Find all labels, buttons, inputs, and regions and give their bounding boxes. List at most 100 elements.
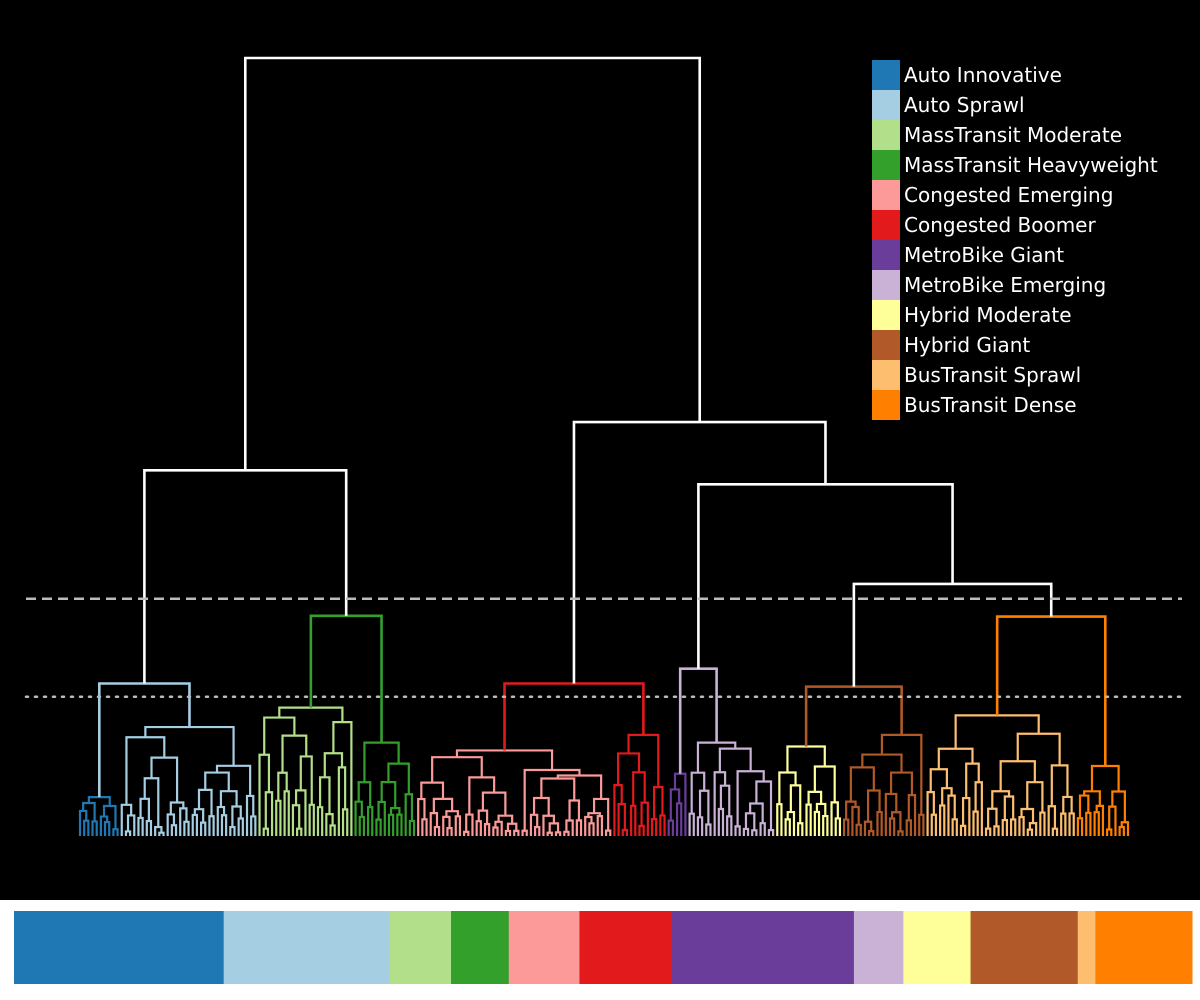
cluster-congested-emerging-link	[429, 811, 439, 836]
color-bar-segment-auto-sprawl	[223, 911, 391, 984]
cluster-congested-emerging-link	[431, 756, 483, 783]
cluster-auto-sprawl-link	[215, 764, 252, 796]
cluster-congested-emerging-link	[442, 815, 451, 836]
cluster-hybrid-giant-link	[918, 813, 925, 836]
color-bar-segment-masstransit-heavyweight	[451, 911, 510, 984]
cluster-congested-emerging-link	[475, 820, 482, 836]
cluster-masstransit-moderate-link	[329, 824, 336, 836]
legend-swatch-auto-sprawl	[872, 90, 900, 120]
cluster-bustransit-sprawl-link	[1051, 827, 1059, 836]
cluster-masstransit-moderate-link	[318, 776, 331, 815]
cluster-bustransit-sprawl-link	[959, 824, 967, 836]
cluster-auto-sprawl-link	[126, 814, 136, 836]
cluster-congested-boomer-link	[630, 804, 637, 836]
cluster-masstransit-heavyweight-link	[408, 819, 416, 836]
cluster-congested-emerging-link	[587, 812, 601, 818]
cluster-masstransit-moderate-link	[262, 827, 269, 836]
cluster-congested-emerging-link	[513, 829, 520, 836]
cluster-congested-boomer-link	[617, 803, 626, 836]
legend-swatch-congested-emerging	[872, 180, 900, 210]
legend-label-bustransit-sprawl: BusTransit Sprawl	[904, 363, 1081, 387]
cluster-bustransit-sprawl-link	[941, 787, 953, 806]
cut-lines	[24, 597, 1184, 698]
legend-label-auto-sprawl: Auto Sprawl	[904, 93, 1025, 117]
cluster-auto-sprawl-link	[191, 813, 199, 836]
cluster-metrobike-emerging-link	[734, 825, 741, 836]
cluster-auto-sprawl-link	[231, 805, 242, 828]
cluster-auto-innovative-link	[78, 809, 88, 836]
cluster-masstransit-moderate-link	[263, 716, 296, 755]
cluster-bustransit-sprawl-link	[965, 762, 980, 799]
cluster-bustransit-sprawl-link	[1003, 795, 1015, 821]
cluster-hybrid-moderate-link	[778, 771, 797, 805]
cluster-masstransit-moderate-link	[323, 752, 344, 778]
legend-swatch-congested-boomer	[872, 210, 900, 240]
cluster-auto-sprawl-link	[169, 801, 185, 815]
cluster-congested-boomer-link	[616, 752, 641, 786]
cluster-auto-sprawl-link	[193, 808, 205, 823]
cluster-congested-boomer-link	[653, 786, 664, 820]
cluster-hybrid-giant-link	[845, 800, 857, 820]
cluster-congested-emerging-link	[529, 813, 539, 836]
legend-swatch-metrobike-emerging	[872, 270, 900, 300]
cluster-auto-innovative-link	[99, 815, 109, 836]
legend-label-masstransit-moderate: MassTransit Moderate	[904, 123, 1122, 147]
cluster-auto-sprawl-link	[179, 807, 188, 836]
cluster-hybrid-giant-link	[897, 830, 904, 836]
cluster-metrobike-emerging-link	[718, 747, 752, 773]
cluster-congested-emerging-link	[483, 823, 491, 836]
cluster-bustransit-sprawl-link	[1068, 812, 1075, 836]
cluster-congested-emerging-link	[575, 819, 583, 836]
cluster-auto-sprawl-link	[150, 756, 179, 803]
cluster-metrobike-emerging-link	[726, 815, 733, 836]
cluster-congested-emerging-link	[432, 797, 454, 814]
color-bar-segment-metrobike-giant	[671, 911, 855, 984]
cluster-bustransit-sprawl-link	[1050, 764, 1069, 807]
cluster-metrobike-emerging-link	[719, 784, 731, 817]
cluster-hybrid-giant-link	[889, 771, 914, 796]
legend-label-metrobike-giant: MetroBike Giant	[904, 243, 1064, 267]
cluster-congested-emerging-link	[523, 768, 581, 831]
cluster-masstransit-heavyweight-link	[375, 818, 382, 836]
cluster-congested-emerging-link	[494, 820, 503, 836]
cluster-metrobike-emerging-link	[698, 789, 710, 825]
legend-swatch-hybrid-moderate	[872, 300, 900, 330]
cluster-metrobike-emerging-link	[749, 802, 764, 824]
legend-label-masstransit-heavyweight: MassTransit Heavyweight	[904, 153, 1158, 177]
cluster-metrobike-emerging-link	[690, 771, 706, 814]
cluster-metrobike-giant-link	[667, 819, 674, 836]
dendrogram-links	[78, 56, 1130, 836]
cluster-metrobike-emerging-link	[751, 829, 758, 836]
cluster-congested-boomer-link	[640, 801, 649, 836]
cluster-auto-sprawl-link	[139, 797, 150, 822]
cluster-metrobike-giant-link	[669, 788, 681, 821]
cluster-auto-sprawl-link	[154, 825, 163, 836]
cluster-auto-innovative-link	[102, 804, 117, 830]
cluster-hybrid-giant-link	[876, 810, 883, 836]
cluster-bustransit-sprawl-link	[1009, 818, 1017, 836]
legend-label-congested-boomer: Congested Boomer	[904, 213, 1096, 237]
cluster-hybrid-moderate-link	[776, 803, 783, 836]
cluster-bustransit-dense-link	[1085, 811, 1092, 836]
cluster-bustransit-sprawl-link	[987, 807, 998, 829]
cluster-masstransit-moderate-link	[316, 806, 324, 836]
cluster-congested-emerging-link	[542, 814, 555, 836]
cluster-hybrid-moderate-link	[797, 822, 804, 836]
cluster-bustransit-sprawl-link	[1026, 828, 1034, 836]
cluster-bustransit-sprawl-link	[1039, 811, 1046, 836]
cluster-bustransit-sprawl-link	[926, 791, 935, 836]
cluster-auto-sprawl-link	[208, 815, 215, 836]
cluster-masstransit-moderate-link	[275, 799, 282, 836]
cluster-auto-innovative-link	[83, 819, 90, 836]
cluster-congested-emerging-link	[433, 825, 441, 836]
cluster-congested-emerging-link	[568, 799, 581, 821]
cluster-auto-sprawl-link	[237, 817, 244, 836]
cluster-bustransit-sprawl-link	[1001, 818, 1009, 836]
cluster-auto-sprawl-link	[199, 821, 207, 836]
color-bar-segment-hybrid-moderate	[903, 911, 972, 984]
cluster-bustransit-sprawl-link	[1028, 822, 1038, 836]
cluster-congested-emerging-link	[492, 826, 499, 836]
cluster-congested-emerging-link	[565, 819, 574, 836]
cluster-bustransit-dense-link	[1106, 828, 1113, 836]
cluster-congested-boomer-link	[638, 824, 645, 836]
